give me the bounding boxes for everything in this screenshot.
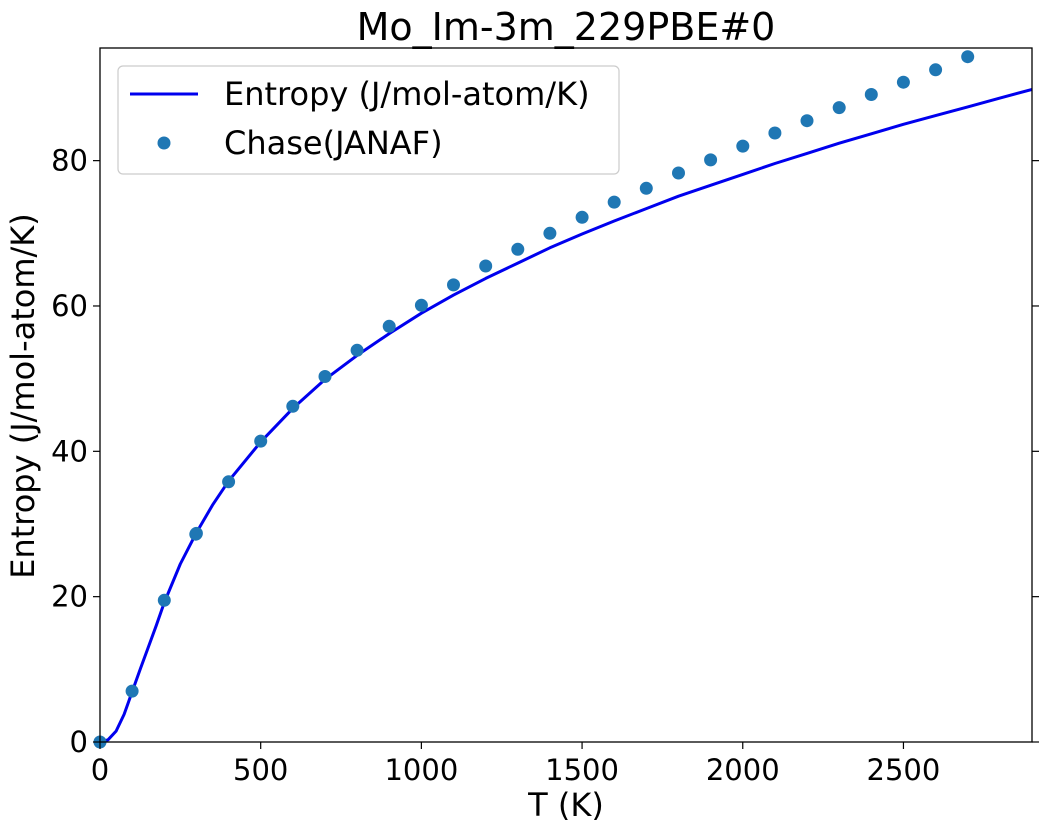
janaf-point [254,434,268,448]
x-tick-label: 2000 [706,753,780,787]
janaf-point [832,101,846,115]
x-tick-label: 1000 [384,753,458,787]
x-tick-label: 0 [91,753,109,787]
janaf-point [414,298,428,312]
janaf-point [511,242,525,256]
janaf-point [768,126,782,140]
janaf-point [318,370,332,383]
janaf-point [672,166,685,180]
janaf-point [864,88,878,101]
plot-area [93,50,1032,749]
y-tick-label: 20 [51,580,88,614]
janaf-point [607,195,621,209]
chart-title: Mo_Im-3m_229PBE#0 [357,5,776,49]
legend-label-chase-janaf: Chase(JANAF) [224,124,443,162]
janaf-point [125,684,139,698]
legend-marker-swatch [157,136,171,150]
y-tick-label: 0 [70,725,88,759]
x-tick-label: 1500 [545,753,619,787]
entropy-line [100,87,1032,742]
janaf-point [896,75,910,89]
janaf-point [189,526,203,540]
janaf-point [929,63,943,77]
janaf-point [222,475,236,489]
janaf-point [800,114,814,128]
janaf-point [961,50,975,64]
legend-box [117,65,620,175]
janaf-point [350,343,364,357]
y-axis-label: Entropy (J/mol-atom/K) [4,213,42,579]
janaf-point [479,259,493,273]
janaf-point [575,210,589,224]
legend-label-entropy: Entropy (J/mol-atom/K) [224,75,590,113]
janaf-point [704,153,718,167]
plot-frame [99,47,1033,743]
janaf-point [286,399,300,413]
y-axis: 0 20 40 60 80 [51,144,1039,759]
janaf-point [447,278,460,292]
y-tick-label: 40 [51,434,88,468]
legend: Entropy (J/mol-atom/K) Chase(JANAF) [117,65,620,175]
x-tick-label: 500 [233,753,288,787]
janaf-point [543,226,557,240]
x-axis-label: T (K) [527,786,604,824]
janaf-point [639,181,653,195]
x-tick-label: 2500 [867,753,941,787]
janaf-point [736,139,750,153]
x-axis: 0 500 1000 1500 2000 2500 [91,742,941,787]
y-tick-label: 80 [51,144,88,178]
janaf-point [382,319,396,333]
janaf-point [157,593,171,607]
y-tick-label: 60 [51,289,88,323]
